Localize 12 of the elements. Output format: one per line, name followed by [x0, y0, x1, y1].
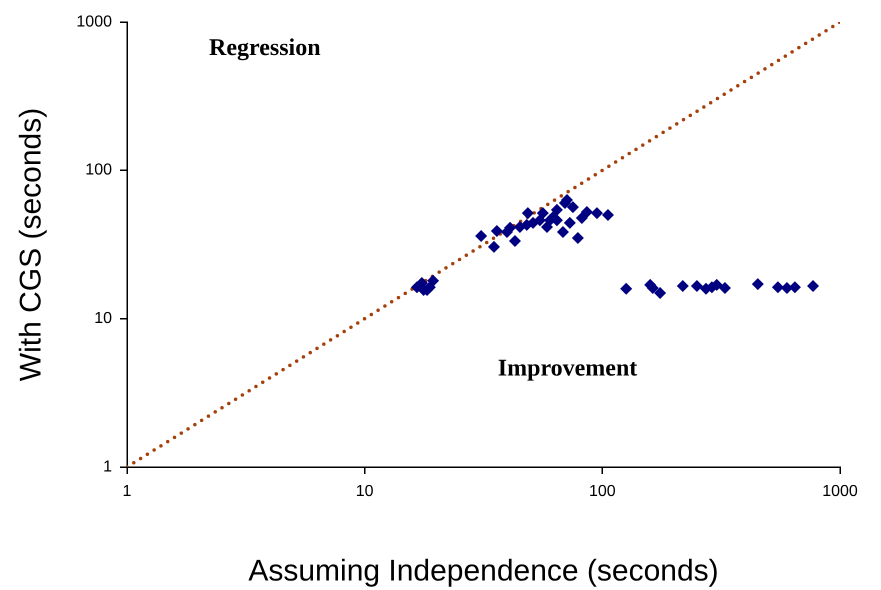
x-tick-label: 1000: [822, 483, 858, 500]
x-axis-title: Assuming Independence (seconds): [248, 554, 719, 588]
x-tick-label: 1: [122, 483, 132, 500]
annotation: Regression: [208, 34, 321, 61]
y-tick-label: 10: [94, 310, 112, 328]
y-tick-label: 100: [85, 162, 112, 179]
x-tick-label: 10: [356, 483, 374, 500]
y-axis-title: With CGS (seconds): [14, 108, 48, 382]
y-tick-label: 1: [103, 458, 112, 476]
x-tick-label: 100: [588, 483, 616, 500]
y-tick-label: 1000: [76, 13, 112, 30]
annotation: Improvement: [498, 355, 638, 382]
